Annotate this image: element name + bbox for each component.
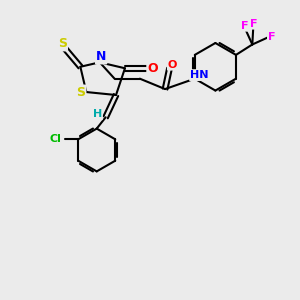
Text: H: H: [93, 109, 102, 119]
Text: F: F: [268, 32, 275, 42]
Text: Cl: Cl: [49, 134, 61, 144]
Text: F: F: [250, 19, 258, 29]
Text: S: S: [58, 38, 67, 50]
Text: HN: HN: [190, 70, 208, 80]
Text: S: S: [76, 85, 85, 98]
Text: O: O: [168, 60, 177, 70]
Text: O: O: [147, 62, 158, 75]
Text: N: N: [96, 50, 106, 64]
Text: F: F: [241, 21, 249, 31]
